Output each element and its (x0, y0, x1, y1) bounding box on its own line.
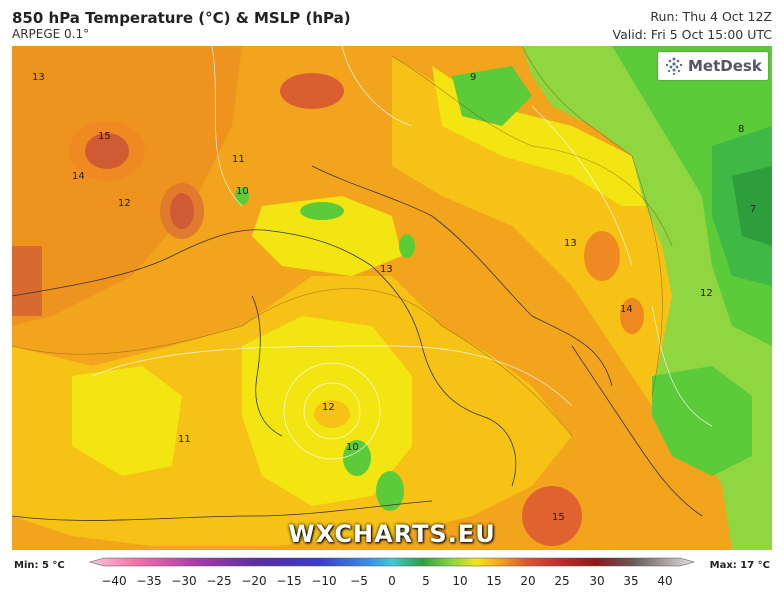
scale-tick: 20 (520, 574, 536, 588)
isotherm-label: 14 (620, 304, 633, 315)
color-scale-bar (88, 557, 696, 567)
isotherm-label: 13 (32, 72, 45, 83)
scale-tick: 10 (452, 574, 468, 588)
isotherm-label: 9 (470, 72, 477, 83)
scale-tick: −20 (241, 574, 267, 588)
run-time: Run: Thu 4 Oct 12Z (650, 9, 772, 24)
isotherm-label: 13 (380, 264, 393, 275)
max-label: Max: 17 °C (709, 560, 770, 571)
color-scale: Min: 5 °C Max: 17 °C (0, 552, 784, 600)
isotherm-label: 12 (700, 288, 713, 299)
isotherm-label: 12 (322, 402, 335, 413)
model-name: ARPEGE 0.1° (12, 27, 90, 41)
min-label: Min: 5 °C (14, 560, 65, 571)
isotherm-label: 11 (178, 434, 191, 445)
chart-header: 850 hPa Temperature (°C) & MSLP (hPa) AR… (0, 0, 784, 44)
scale-tick: 35 (623, 574, 639, 588)
isotherm-label: 10 (346, 442, 359, 453)
scale-tick: 30 (589, 574, 605, 588)
scale-tick: −15 (276, 574, 302, 588)
scale-tick: 40 (657, 574, 673, 588)
metdesk-logo: MetDesk (658, 52, 768, 80)
scale-tick: 15 (486, 574, 502, 588)
scale-tick: 0 (388, 574, 396, 588)
chart-title: 850 hPa Temperature (°C) & MSLP (hPa) (12, 9, 351, 27)
isotherm-label: 12 (118, 198, 131, 209)
metdesk-logo-icon (665, 57, 683, 76)
scale-tick: 5 (422, 574, 430, 588)
watermark: WXCHARTS.EU (288, 520, 496, 548)
scale-tick: −5 (350, 574, 368, 588)
isotherm-label: 11 (232, 154, 245, 165)
isotherm-label: 7 (750, 204, 757, 215)
isotherm-label: 15 (552, 512, 565, 523)
map-label-layer: 13 15 14 12 11 10 9 8 7 12 13 11 10 12 1… (12, 46, 772, 550)
map-canvas (12, 46, 772, 550)
scale-tick: −10 (311, 574, 337, 588)
scale-tick: 25 (554, 574, 570, 588)
isotherm-label: 13 (564, 238, 577, 249)
isotherm-label: 8 (738, 124, 745, 135)
isotherm-label: 10 (236, 186, 249, 197)
valid-time: Valid: Fri 5 Oct 15:00 UTC (612, 27, 772, 42)
scale-tick: −35 (136, 574, 162, 588)
weather-map: 13 15 14 12 11 10 9 8 7 12 13 11 10 12 1… (12, 46, 772, 550)
scale-tick: −40 (101, 574, 127, 588)
isotherm-label: 15 (98, 131, 111, 142)
metdesk-logo-text: MetDesk (688, 57, 762, 75)
isotherm-label: 14 (72, 171, 85, 182)
scale-tick: −30 (171, 574, 197, 588)
scale-tick: −25 (206, 574, 232, 588)
